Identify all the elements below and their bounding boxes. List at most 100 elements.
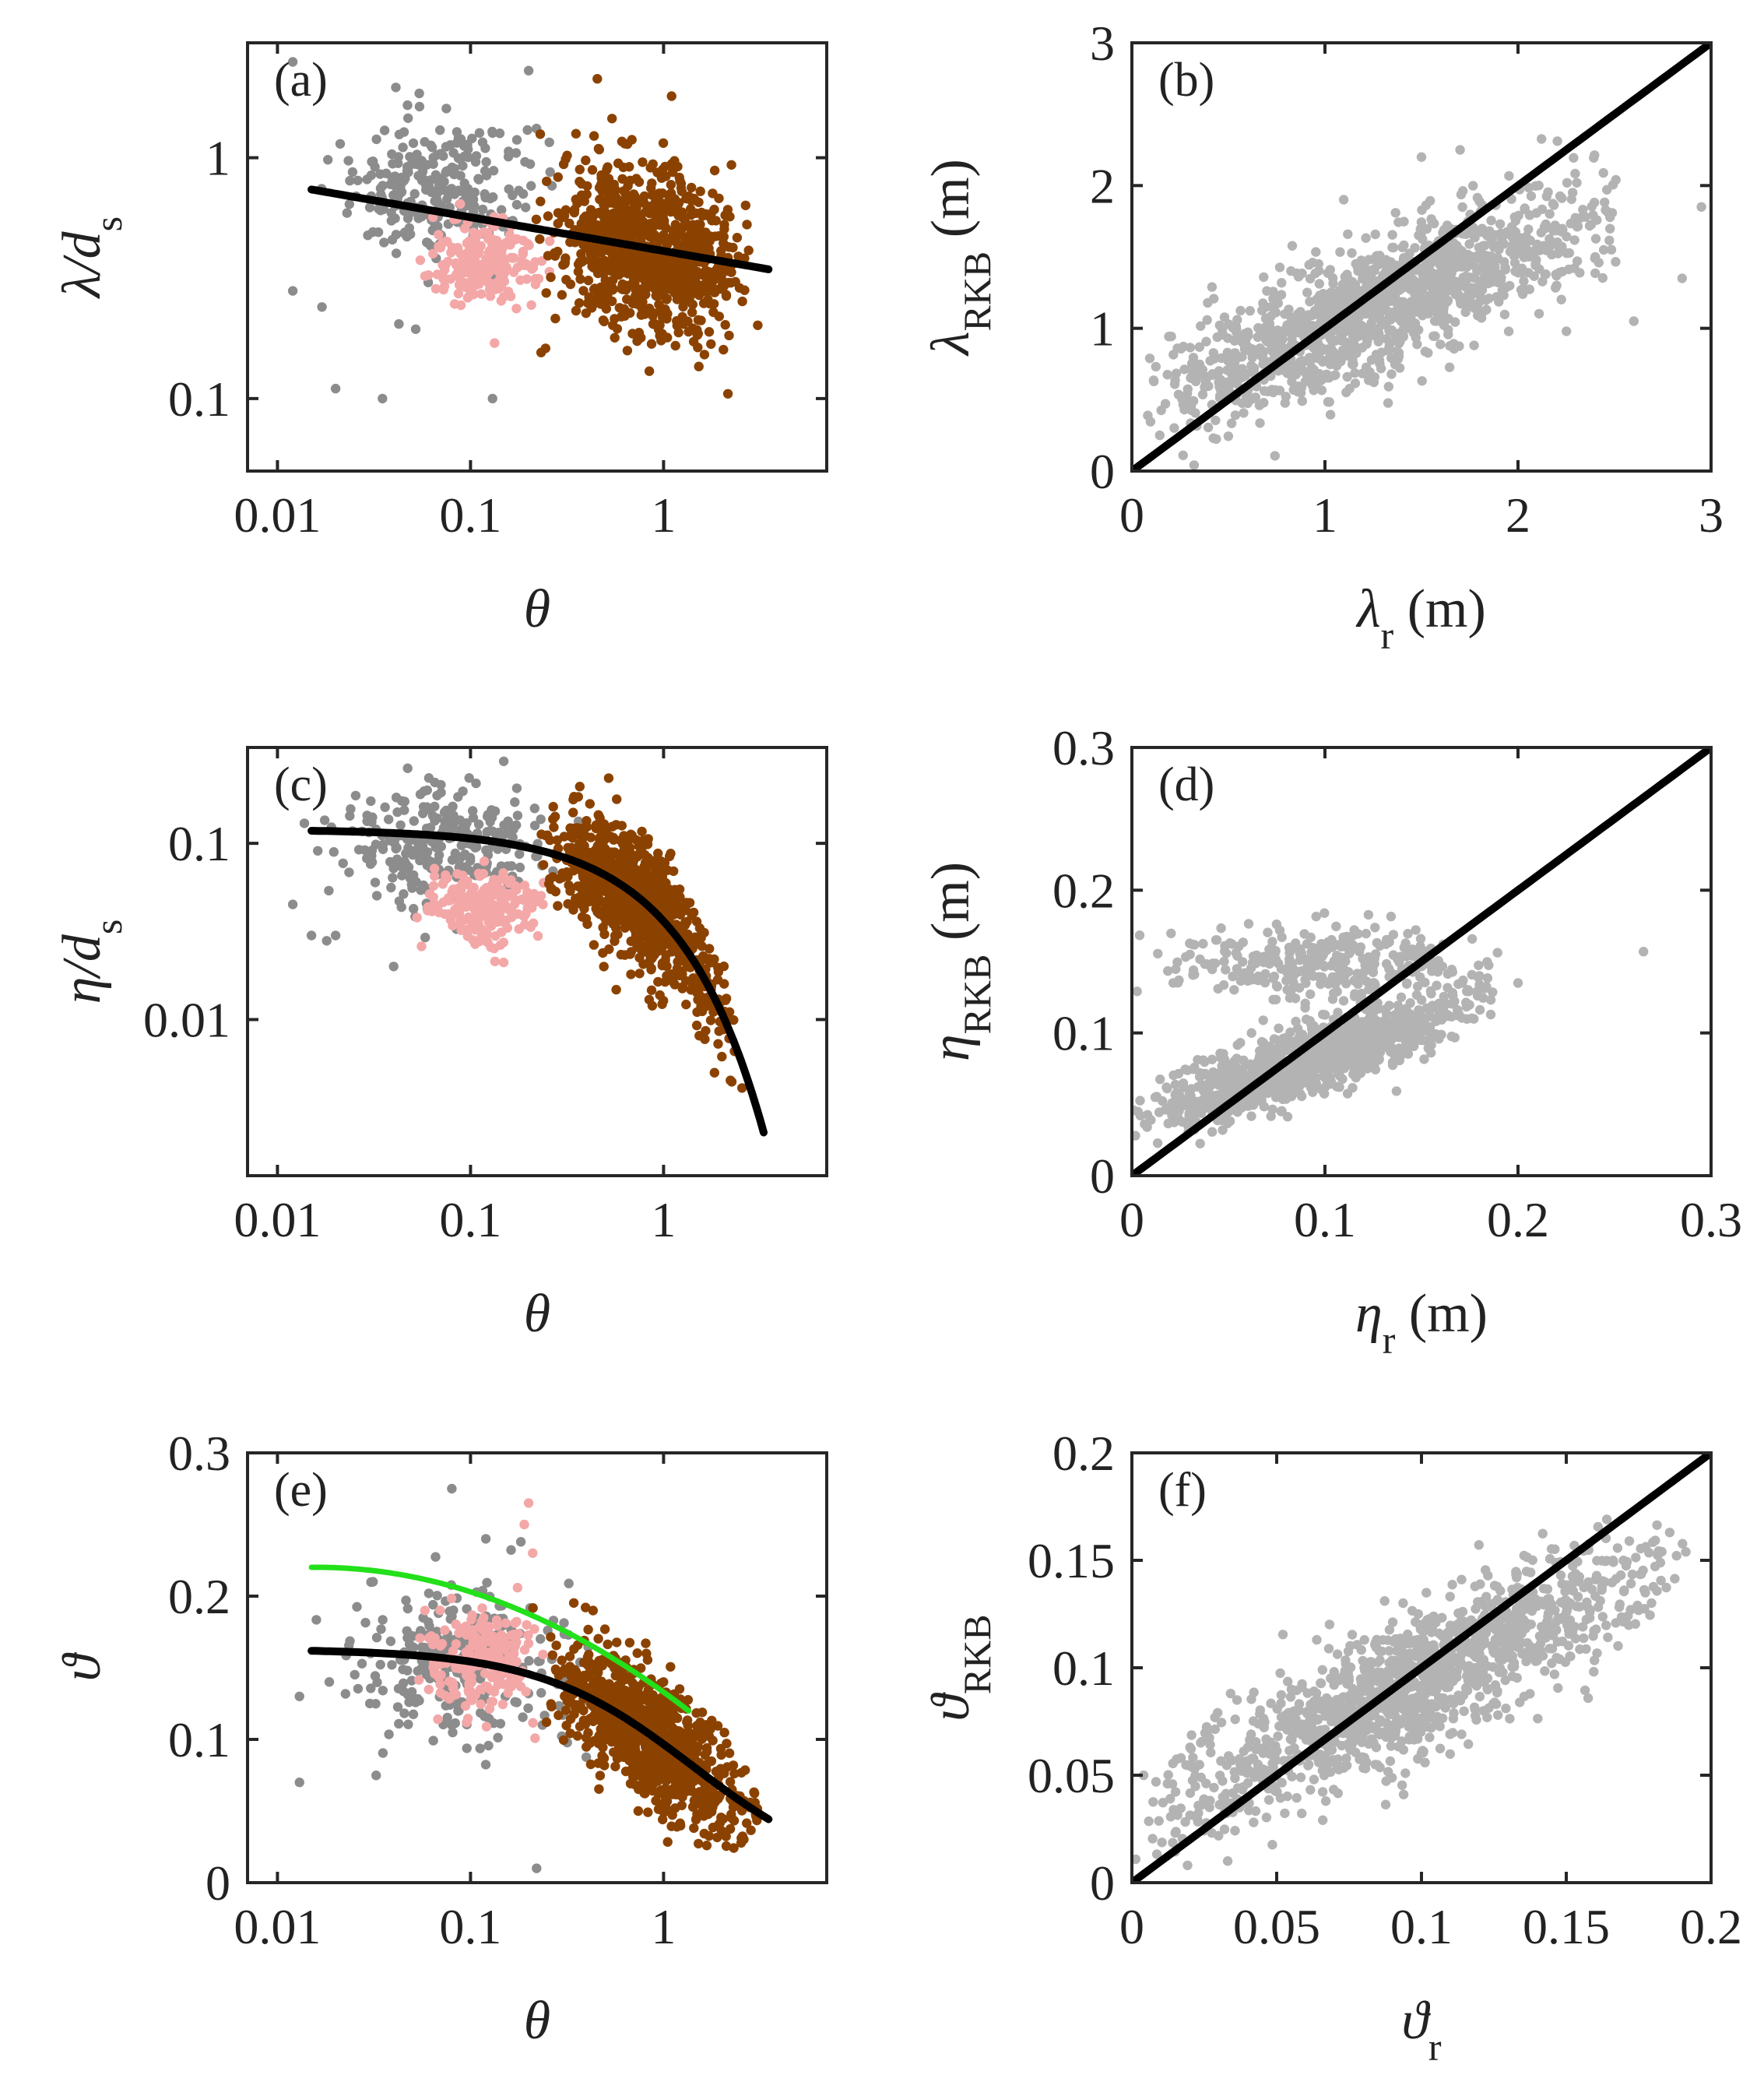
point [610, 918, 620, 929]
point [538, 860, 549, 870]
point [705, 944, 715, 954]
point [1524, 284, 1535, 294]
point [1534, 308, 1544, 319]
point [395, 820, 406, 831]
point [575, 164, 585, 174]
point [1481, 304, 1492, 315]
point [1155, 1074, 1165, 1085]
point [430, 777, 440, 788]
point [1236, 369, 1247, 380]
point [1380, 266, 1391, 277]
point [370, 877, 381, 888]
point [436, 176, 447, 186]
point [1523, 182, 1534, 193]
point [1572, 256, 1583, 266]
point [518, 235, 529, 245]
point [607, 114, 617, 124]
y-tick-label: 1 [206, 131, 230, 186]
point [719, 220, 729, 230]
point [1460, 271, 1471, 281]
point [471, 778, 481, 789]
point [565, 886, 575, 896]
point [624, 162, 634, 172]
point [691, 1020, 702, 1031]
point [590, 846, 600, 856]
plot-area [287, 57, 773, 404]
point [709, 1067, 719, 1078]
point [515, 275, 525, 285]
point [643, 221, 654, 232]
point [1457, 202, 1467, 213]
point [521, 893, 531, 904]
point [434, 850, 445, 860]
point [1327, 336, 1337, 346]
point [598, 196, 609, 206]
point [485, 291, 496, 301]
x-axis-label: θ [524, 579, 550, 639]
point [569, 843, 579, 854]
point [675, 223, 685, 233]
point [494, 249, 505, 259]
point [506, 252, 516, 263]
point [1347, 359, 1358, 370]
point [1168, 350, 1179, 360]
point [350, 790, 361, 800]
point [378, 393, 388, 404]
point [1392, 334, 1402, 345]
point [473, 174, 483, 184]
point [1399, 240, 1409, 251]
y-tick-label: 0.1 [168, 816, 230, 871]
point [589, 131, 599, 141]
panel-label: (b) [1158, 54, 1214, 107]
point [511, 895, 522, 906]
point [624, 834, 634, 845]
point [423, 270, 434, 280]
point [1228, 368, 1239, 378]
point [1606, 244, 1617, 255]
point [692, 280, 703, 290]
point [617, 136, 627, 146]
point [1184, 1088, 1195, 1099]
point [1319, 1010, 1330, 1020]
point [1261, 302, 1271, 312]
point [464, 236, 474, 247]
point [1202, 315, 1212, 325]
point [1562, 178, 1572, 188]
point [627, 912, 637, 922]
y-axis-label: η/ds [52, 920, 130, 1004]
point [1370, 229, 1380, 240]
point [487, 126, 497, 137]
point [600, 229, 610, 239]
point [1149, 376, 1159, 387]
point [587, 165, 598, 175]
point [1276, 1106, 1286, 1117]
point [1541, 269, 1551, 280]
point [609, 835, 619, 845]
point [1447, 265, 1458, 275]
point [1207, 369, 1218, 379]
point [553, 901, 563, 911]
point [353, 175, 363, 185]
point [1178, 450, 1189, 460]
point [415, 255, 426, 266]
point [740, 200, 750, 210]
point [538, 899, 548, 909]
point [439, 265, 450, 275]
point [1586, 220, 1597, 230]
point [1232, 327, 1242, 337]
point [421, 180, 431, 191]
point [655, 302, 666, 313]
point [1602, 185, 1612, 195]
point [1308, 258, 1318, 268]
point [592, 74, 603, 84]
point [669, 866, 679, 877]
point [542, 830, 553, 840]
point [1427, 217, 1438, 227]
point [1506, 222, 1517, 232]
point [646, 930, 657, 941]
point [1411, 990, 1422, 1001]
point [423, 804, 434, 814]
point [587, 303, 597, 313]
point [1291, 311, 1302, 322]
point [1277, 278, 1287, 288]
